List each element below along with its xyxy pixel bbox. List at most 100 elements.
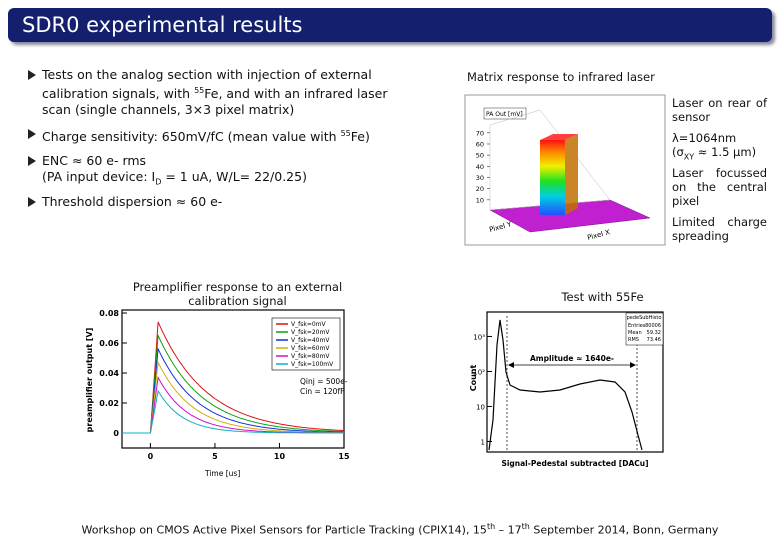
text-segment: XY <box>683 152 695 162</box>
text-segment: Tests on the analog section with injecti… <box>42 67 372 102</box>
text-segment: Limited charge spreading <box>672 215 767 243</box>
y-tick-label: 10² <box>473 368 485 376</box>
x-tick-label: 5 <box>212 452 218 461</box>
lego-title: PA Out [mV] <box>486 111 523 118</box>
text-segment: ≈ 1.5 μm) <box>694 145 757 159</box>
stats-title: pedeSubHisto <box>627 315 662 321</box>
y-tick-label: 10 <box>476 403 485 411</box>
bullet: Threshold dispersion ≈ 60 e- <box>28 194 422 210</box>
lego-block-top <box>540 134 578 140</box>
preamp-heading: Preamplifier response to an external cal… <box>132 280 343 308</box>
z-tick-label: 10 <box>476 196 484 204</box>
legend-label: V_fsk=80mV <box>291 353 330 360</box>
pulse-line <box>122 389 344 434</box>
y-tick-label: 0.02 <box>99 399 119 408</box>
hist-outline <box>488 319 643 451</box>
text-line: ENC ≈ 60 e- rms <box>42 153 422 169</box>
legend-label: V_fsk=40mV <box>291 337 330 344</box>
text-segment: – 17 <box>495 523 522 537</box>
lego-block-side <box>565 134 578 215</box>
fe-heading: Test with 55Fe <box>561 290 644 304</box>
footer: Workshop on CMOS Active Pixel Sensors fo… <box>40 519 760 539</box>
pulse-line <box>122 321 345 434</box>
stats-key: Entries <box>628 323 646 329</box>
x-axis-label: Time [us] <box>204 469 240 478</box>
legend-label: V_fsk=0mV <box>291 321 327 328</box>
y-tick-label: 0 <box>113 429 119 438</box>
laser-note: λ=1064nm (σXY ≈ 1.5 μm) <box>672 131 767 164</box>
bullet: Tests on the analog section with injecti… <box>28 67 412 118</box>
pulse-line <box>122 360 344 434</box>
y-tick-label: 0.06 <box>99 339 119 348</box>
y-tick-label: 0.04 <box>99 369 119 378</box>
stats-key: Mean <box>628 330 642 336</box>
laser-note: Limited charge spreading <box>672 215 767 243</box>
lego-title-box <box>483 107 527 120</box>
slide-title: SDR0 experimental results <box>8 8 772 42</box>
text-line: λ=1064nm <box>672 131 767 145</box>
legend-label: V_fsk=20mV <box>291 329 330 336</box>
z-tick-label: 70 <box>476 129 484 137</box>
text-segment: Fe) <box>350 129 370 145</box>
text-segment: September 2014, Bonn, Germany <box>529 523 719 537</box>
text-segment: λ=1064nm <box>672 131 737 145</box>
y-axis-label: preamplifier output [V] <box>85 328 94 433</box>
bullet: ENC ≈ 60 e- rms (PA input device: ID = 1 … <box>28 153 422 191</box>
x-tick-label: 0 <box>148 452 154 461</box>
z-tick-label: 20 <box>476 185 484 193</box>
z-tick-label: 60 <box>476 140 484 148</box>
text-segment: (σ <box>672 145 684 159</box>
hist-stats-box <box>625 312 664 346</box>
stats-key: RMS <box>628 337 639 343</box>
text-segment: Workshop on CMOS Active Pixel Sensors fo… <box>81 523 487 537</box>
text-line: Laser on rear of sensor <box>672 96 767 124</box>
text-segment: Charge sensitivity: 650mV/fC (mean value… <box>42 129 341 145</box>
x-axis-label: Signal-Pedestal subtracted [DACu] <box>501 459 648 468</box>
text-line: Limited charge spreading <box>672 215 767 243</box>
text-segment: Fe, and with an infrared laser scan (sin… <box>42 86 388 118</box>
laser-note: Laser focussed on the central pixel <box>672 166 767 208</box>
x-tick-label: 15 <box>338 452 350 461</box>
text-line: Workshop on CMOS Active Pixel Sensors fo… <box>40 519 760 539</box>
z-tick-label: 30 <box>476 174 484 182</box>
text-segment: (PA input device: I <box>42 169 156 184</box>
text-segment: ENC ≈ 60 e- rms <box>42 153 147 168</box>
legend-label: V_fsk=100mV <box>291 361 334 368</box>
pulse-line <box>122 347 345 434</box>
bullet: Charge sensitivity: 650mV/fC (mean value… <box>28 126 422 145</box>
text-line: Threshold dispersion ≈ 60 e- <box>42 194 422 210</box>
hist-arrowhead <box>630 362 636 368</box>
y-tick-label: 10³ <box>473 333 485 341</box>
text-segment: Laser focussed on the central pixel <box>672 166 767 208</box>
y-axis-label: Count <box>469 365 478 392</box>
stats-value: 73.46 <box>647 337 661 343</box>
preamp-legend-box <box>271 317 341 371</box>
x-tick-label: 10 <box>274 452 286 461</box>
annotation: Qinj = 500e- <box>300 377 348 386</box>
text-segment: 55 <box>194 86 205 95</box>
lego-block-front <box>540 140 565 215</box>
text-segment: Threshold dispersion ≈ 60 e- <box>42 194 223 209</box>
stats-value: 80006 <box>645 323 661 329</box>
annotation: Cin = 120fF <box>300 387 344 396</box>
text-segment: 55 <box>340 129 351 138</box>
text-segment: D <box>155 177 162 187</box>
text-line: Laser focussed on the central pixel <box>672 166 767 208</box>
annotation: Amplitude ≈ 1640e- <box>530 354 614 363</box>
laser-note: Laser on rear of sensor <box>672 96 767 124</box>
legend-label: V_fsk=60mV <box>291 345 330 352</box>
text-segment: th <box>521 522 530 531</box>
stats-value: 59.32 <box>647 330 661 336</box>
hist-arrowhead <box>508 362 514 368</box>
y-tick-label: 0.08 <box>99 309 119 318</box>
text-segment: = 1 uA, W/L= 22/0.25) <box>161 169 307 184</box>
text-segment: Laser on rear of sensor <box>672 96 767 124</box>
text-line: (PA input device: ID = 1 uA, W/L= 22/0.2… <box>42 169 422 191</box>
z-tick-label: 40 <box>476 163 484 171</box>
z-tick-label: 50 <box>476 152 484 160</box>
text-line: Tests on the analog section with injecti… <box>42 67 412 118</box>
pulse-line <box>122 333 345 434</box>
text-line: Charge sensitivity: 650mV/fC (mean value… <box>42 126 422 145</box>
